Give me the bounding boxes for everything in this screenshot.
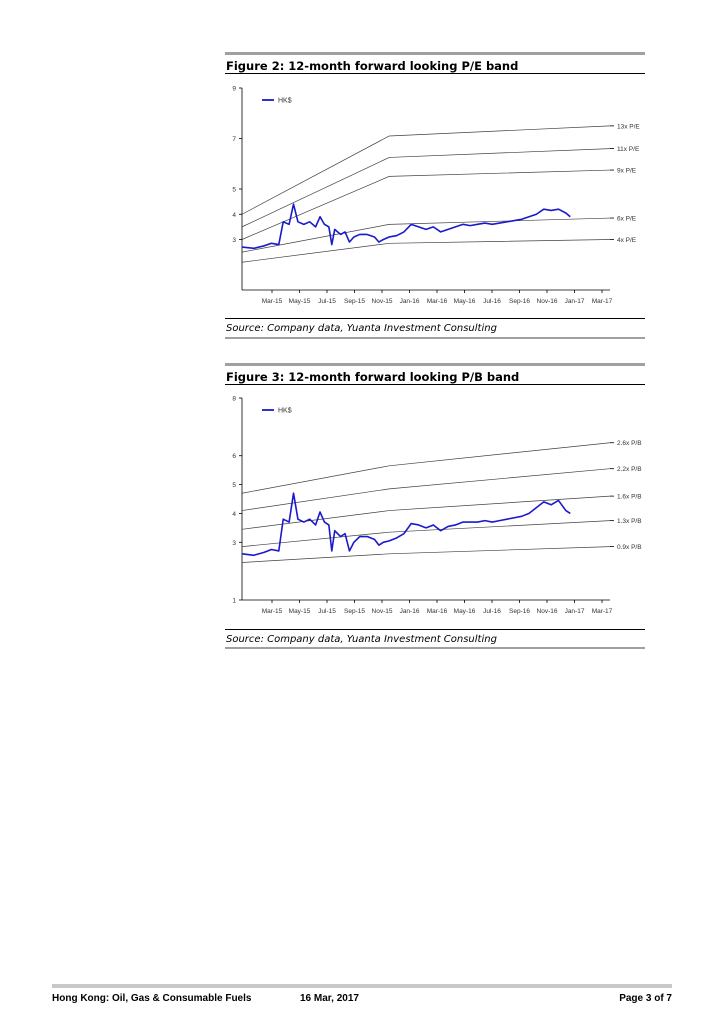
figure-3-source-rule: [225, 629, 645, 630]
band-line: [241, 468, 611, 511]
x-tick-label: Jul-15: [318, 298, 336, 305]
x-tick-label: Sep-15: [344, 608, 365, 615]
x-tick-label: Jul-16: [483, 608, 501, 615]
x-tick-label: Sep-16: [509, 608, 530, 615]
x-tick-label: Jan-17: [565, 608, 585, 615]
figure-2-bottom-rule: [225, 337, 645, 339]
figure-3-chart: 8 6 5 4 3 1 Mar-15 May-15 Jul-15 Sep-15 Nov-15 Jan-…: [226, 390, 644, 622]
x-tick-label: Mar-15: [262, 608, 283, 615]
y-tick-label: 6: [232, 453, 236, 460]
y-tick-label: 3: [232, 237, 236, 244]
x-tick-label: Sep-15: [344, 298, 365, 305]
band-label: 1.3x P/B: [617, 518, 642, 525]
y-tick-label: 3: [232, 540, 236, 547]
footer-date: 16 Mar, 2017: [300, 993, 359, 1004]
y-tick-label: 9: [232, 86, 236, 93]
pb-band-chart: 8 6 5 4 3 1 Mar-15 May-15 Jul-15 Sep-15 Nov-15 Jan-…: [232, 396, 642, 616]
x-tick-label: Mar-16: [427, 298, 448, 305]
x-tick-label: Jul-15: [318, 608, 336, 615]
x-tick-label: Mar-17: [592, 298, 613, 305]
y-tick-label: 1: [232, 598, 236, 605]
figure-3-title-rule: [225, 384, 645, 385]
x-tick-label: Jan-17: [565, 298, 585, 305]
x-tick-label: Jan-16: [400, 298, 420, 305]
x-tick-label: Sep-16: [509, 298, 530, 305]
x-tick-label: Nov-16: [537, 608, 558, 615]
x-tick-label: Mar-17: [592, 608, 613, 615]
band-label: 9x P/E: [617, 168, 637, 175]
x-tick-label: May-16: [454, 608, 476, 615]
band-label: 0.9x P/B: [617, 544, 642, 551]
footer-sector: Hong Kong: Oil, Gas & Consumable Fuels: [52, 993, 252, 1004]
band-label: 4x P/E: [617, 237, 637, 244]
figure-2-title: Figure 2: 12-month forward looking P/E b…: [226, 59, 519, 73]
price-series-line: [241, 492, 571, 557]
band-line: [241, 217, 611, 253]
y-tick-label: 7: [232, 136, 236, 143]
pe-band-chart: 9 7 5 4 3 Mar-15 May-15 Jul-15 Sep-15 Nov-15 Jan-1…: [232, 86, 640, 306]
legend-label: HK$: [278, 98, 292, 105]
band-label: 11x P/E: [617, 146, 640, 153]
figure-3-top-rule: [225, 363, 645, 366]
figure-2-top-rule: [225, 52, 645, 55]
band-label: 2.2x P/B: [617, 466, 642, 473]
x-tick-label: May-16: [454, 298, 476, 305]
band-label: 1.6x P/B: [617, 494, 642, 501]
x-tick-label: Jan-16: [400, 608, 420, 615]
footer-rule: [52, 984, 672, 988]
price-series-line: [241, 203, 571, 250]
band-line: [241, 520, 611, 547]
figure-2-source: Source: Company data, Yuanta Investment …: [226, 323, 497, 334]
x-tick-label: Nov-15: [372, 608, 393, 615]
x-tick-label: Nov-15: [372, 298, 393, 305]
figure-3-source: Source: Company data, Yuanta Investment …: [226, 634, 497, 645]
figure-3-bottom-rule: [225, 647, 645, 649]
figure-2-title-rule: [225, 73, 645, 74]
band-line: [241, 495, 611, 530]
figure-2-chart: 9 7 5 4 3 Mar-15 May-15 Jul-15 Sep-15 Nov-15 Jan-1…: [226, 80, 644, 312]
figure-3-title: Figure 3: 12-month forward looking P/B b…: [226, 370, 520, 384]
footer-page: Page 3 of 7: [619, 993, 672, 1004]
y-tick-label: 4: [232, 212, 236, 219]
x-tick-label: Mar-15: [262, 298, 283, 305]
x-tick-label: Mar-16: [427, 608, 448, 615]
band-line: [241, 148, 611, 228]
band-line: [241, 546, 611, 563]
x-tick-label: Nov-16: [537, 298, 558, 305]
figure-2-source-rule: [225, 318, 645, 319]
legend-label: HK$: [278, 408, 292, 415]
band-line: [241, 442, 611, 494]
band-label: 13x P/E: [617, 123, 640, 130]
band-label: 6x P/E: [617, 216, 637, 223]
x-tick-label: May-15: [289, 608, 311, 615]
x-tick-label: May-15: [289, 298, 311, 305]
band-line: [241, 125, 611, 215]
y-tick-label: 4: [232, 511, 236, 518]
y-tick-label: 5: [232, 187, 236, 194]
band-label: 2.6x P/B: [617, 440, 642, 447]
x-tick-label: Jul-16: [483, 298, 501, 305]
band-line: [241, 239, 611, 263]
y-tick-label: 8: [232, 396, 236, 403]
y-tick-label: 5: [232, 482, 236, 489]
